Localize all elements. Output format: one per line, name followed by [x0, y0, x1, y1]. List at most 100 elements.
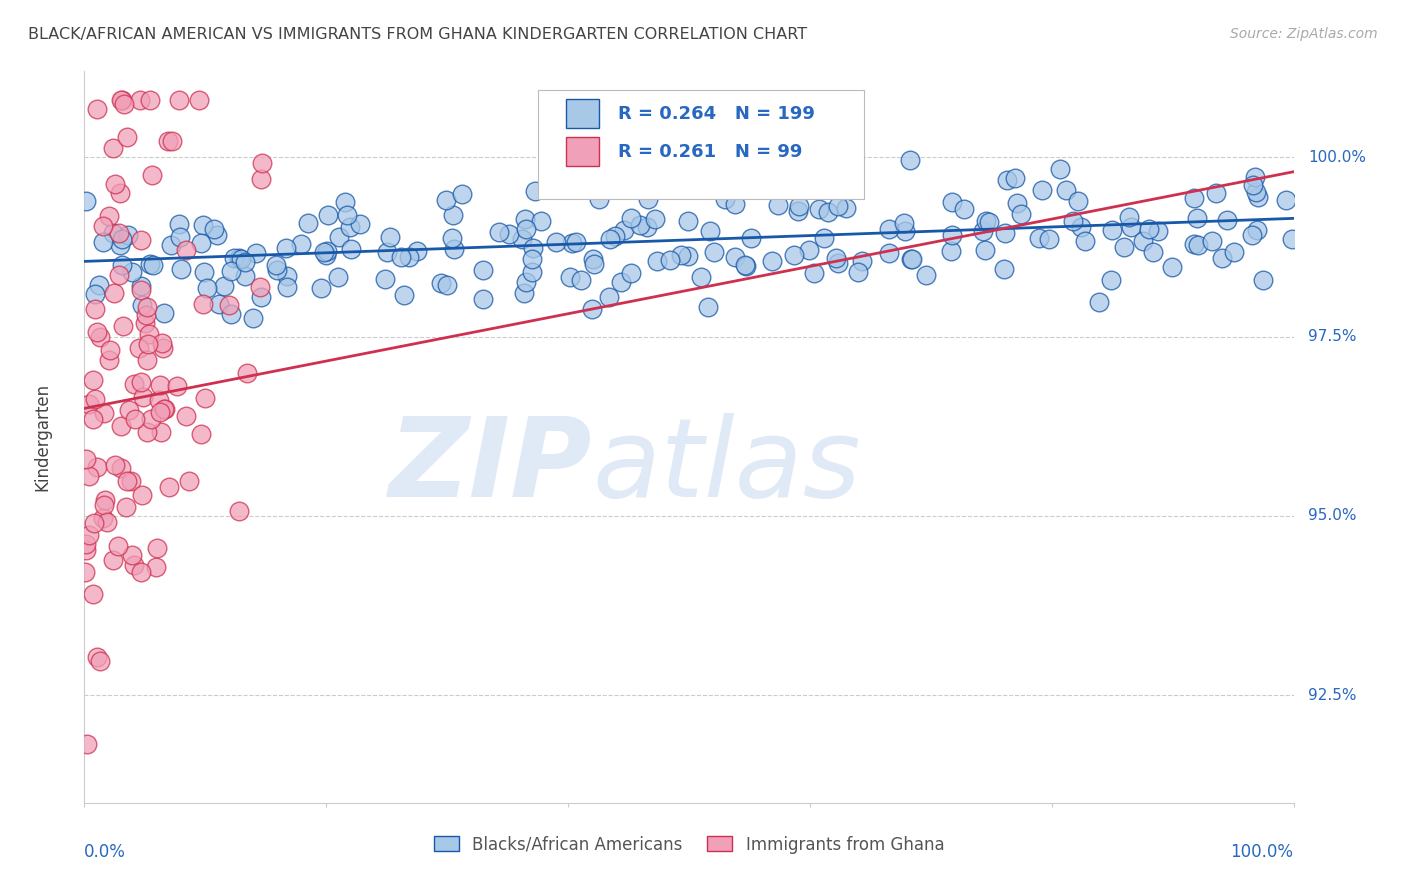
Point	[135, 425, 157, 440]
Point	[1101, 222, 1123, 236]
Point	[1004, 170, 1026, 185]
Point	[117, 228, 139, 243]
Point	[1246, 223, 1268, 237]
Point	[558, 270, 581, 285]
Point	[993, 262, 1015, 277]
Point	[782, 163, 804, 178]
Point	[1223, 244, 1246, 259]
Text: R = 0.261   N = 99: R = 0.261 N = 99	[617, 143, 801, 161]
Point	[1244, 185, 1267, 199]
Point	[1074, 234, 1097, 248]
FancyBboxPatch shape	[538, 90, 865, 200]
Point	[564, 235, 586, 249]
Point	[1182, 236, 1205, 251]
Point	[637, 192, 659, 206]
Point	[91, 510, 114, 524]
Point	[84, 286, 107, 301]
Point	[166, 379, 188, 393]
Point	[134, 317, 156, 331]
Point	[1038, 232, 1060, 246]
Point	[219, 264, 242, 278]
Point	[561, 235, 583, 250]
Point	[1028, 230, 1050, 244]
Point	[941, 195, 963, 210]
Point	[598, 290, 620, 304]
Point	[813, 231, 835, 245]
Point	[111, 93, 134, 107]
Point	[135, 308, 157, 322]
Point	[97, 210, 120, 224]
Point	[472, 263, 495, 277]
Point	[336, 208, 359, 222]
Point	[146, 541, 169, 555]
Point	[191, 219, 214, 233]
Point	[142, 258, 165, 272]
Point	[893, 224, 915, 238]
Point	[316, 208, 339, 222]
Point	[644, 212, 666, 227]
Point	[174, 243, 197, 257]
Point	[309, 281, 332, 295]
Point	[522, 241, 544, 255]
Point	[156, 134, 179, 148]
Point	[520, 252, 543, 267]
Point	[1031, 183, 1053, 197]
Point	[129, 283, 152, 297]
Point	[202, 222, 225, 236]
Point	[131, 488, 153, 502]
Point	[111, 232, 134, 246]
Point	[1275, 193, 1298, 207]
Point	[1087, 295, 1109, 310]
Point	[149, 405, 172, 419]
Point	[167, 217, 190, 231]
Point	[219, 307, 242, 321]
Point	[761, 253, 783, 268]
Bar	[565, 137, 599, 167]
Point	[939, 244, 962, 258]
Point	[1281, 232, 1303, 246]
Point	[129, 279, 152, 293]
Point	[250, 171, 273, 186]
Point	[170, 261, 193, 276]
Point	[827, 199, 849, 213]
Point	[314, 244, 336, 259]
Point	[378, 229, 401, 244]
Point	[430, 276, 453, 290]
Point	[153, 402, 176, 417]
Point	[901, 252, 924, 267]
Point	[974, 214, 997, 228]
Point	[803, 172, 825, 186]
Point	[1201, 234, 1223, 248]
Point	[333, 195, 356, 210]
Point	[703, 244, 725, 259]
Point	[973, 243, 995, 257]
Point	[436, 278, 458, 293]
Point	[121, 548, 143, 562]
Point	[842, 174, 865, 188]
Point	[174, 409, 197, 423]
Point	[235, 367, 257, 381]
Point	[1005, 196, 1028, 211]
Point	[136, 353, 159, 368]
Point	[515, 222, 537, 236]
Point	[110, 93, 132, 107]
Point	[613, 223, 636, 237]
Point	[488, 225, 510, 239]
Point	[75, 537, 97, 551]
Point	[75, 542, 97, 557]
Point	[1205, 186, 1227, 200]
Point	[520, 265, 543, 279]
Point	[1049, 161, 1071, 176]
Point	[87, 278, 110, 293]
Point	[152, 342, 174, 356]
Point	[620, 211, 643, 225]
Point	[276, 280, 298, 294]
Point	[75, 452, 97, 467]
Point	[131, 390, 153, 404]
Point	[297, 216, 319, 230]
Point	[349, 217, 371, 231]
Point	[1114, 240, 1136, 254]
Point	[91, 235, 114, 250]
Point	[93, 406, 115, 420]
Point	[101, 141, 124, 155]
